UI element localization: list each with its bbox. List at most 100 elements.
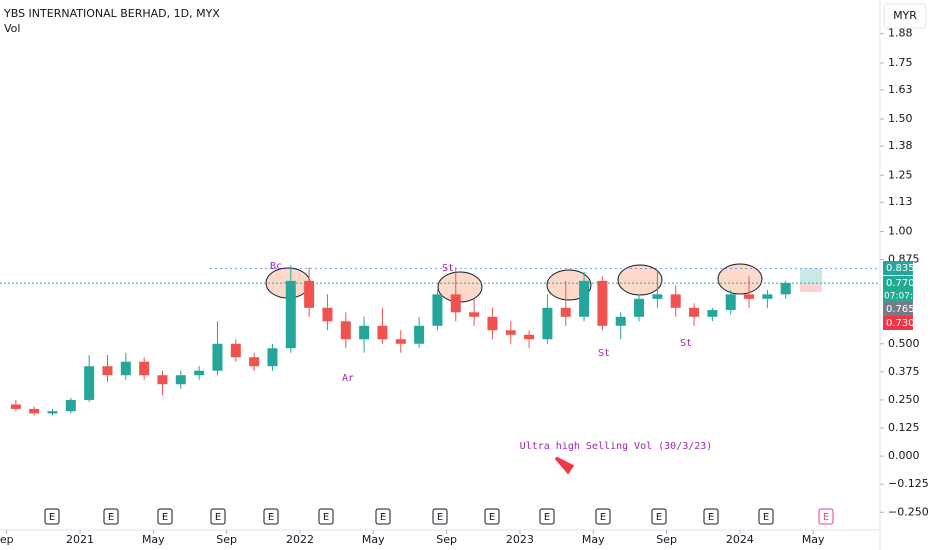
price-tag-label: 0.835 [886,263,915,274]
candle-body [267,348,278,367]
earnings-marker[interactable]: E [489,512,495,523]
earnings-box[interactable] [44,508,60,525]
candle-body [102,366,113,376]
countdown: 07:07:33 [884,292,924,302]
volume-label: Vol [4,22,20,35]
y-tick-label: −0.125 [888,477,929,490]
earnings-marker[interactable]: E [708,512,714,523]
currency-label[interactable]: MYR [893,9,917,22]
candle-body [175,375,186,385]
earnings-box[interactable] [539,508,555,525]
candle-body [560,307,571,317]
earnings-box[interactable] [318,508,334,525]
candle-body [432,294,443,326]
highlight-ellipse [717,263,763,295]
earnings-marker[interactable]: E [268,512,274,523]
candle-body [304,280,315,308]
price-tag-label: 0.770 [886,278,915,289]
earnings-marker[interactable]: E [215,512,221,523]
candle-body [157,375,168,385]
x-tick-label: ep [0,533,14,546]
earnings-box[interactable] [595,508,611,525]
x-tick-label: May [362,533,385,546]
earnings-marker[interactable]: E [108,512,114,523]
profit-zone [800,268,822,284]
x-tick-label: 2023 [506,533,534,546]
earnings-box[interactable] [703,508,719,525]
earnings-box[interactable] [103,508,119,525]
candle-body [359,325,370,340]
price-tag [883,302,913,316]
earnings-box[interactable] [484,508,500,525]
candle-body [10,404,21,409]
loss-zone [800,283,822,293]
candle-body [139,361,150,376]
x-tick-label: Sep [436,533,457,546]
annotation: St [598,348,610,359]
price-tag [883,261,913,275]
candle-body [322,307,333,322]
annotation: St [680,338,692,349]
candle-body [487,316,498,331]
earnings-box[interactable] [651,508,667,525]
candle-body [450,294,461,313]
earnings-marker[interactable]: E [380,512,386,523]
y-tick-label: 1.75 [888,56,913,69]
candle-body [212,343,223,371]
candle-body [47,411,58,414]
earnings-box[interactable] [818,508,834,525]
candle-body [340,321,351,340]
candle-body [579,280,590,317]
candle-body [120,361,131,376]
annotation: Ar [342,373,354,384]
earnings-box[interactable] [432,508,448,525]
earnings-marker[interactable]: E [162,512,168,523]
y-tick-label: 0.375 [888,365,920,378]
candle-body [505,330,516,335]
earnings-marker[interactable]: E [437,512,443,523]
earnings-marker[interactable]: E [763,512,769,523]
earnings-box[interactable] [263,508,279,525]
y-tick-label: 1.38 [888,139,913,152]
price-tag-label: 0.730 [886,318,915,329]
candle-body [780,283,791,295]
earnings-box[interactable] [758,508,774,525]
candle-body [652,294,663,299]
price-tag [883,276,913,304]
x-tick-label: May [802,533,825,546]
candle-body [249,357,260,367]
currency-button[interactable] [883,3,927,29]
y-tick-label: 0.125 [888,421,920,434]
arrow [554,456,575,475]
candle-body [395,339,406,344]
earnings-marker[interactable]: E [544,512,550,523]
candle-body [597,280,608,326]
candle-body [285,280,296,349]
y-tick-label: 1.13 [888,195,913,208]
candle-body [615,316,626,326]
x-tick-label: May [582,533,605,546]
earnings-marker[interactable]: E [656,512,662,523]
earnings-box[interactable] [375,508,391,525]
highlight-ellipse [617,264,663,296]
y-tick-label: −0.250 [888,505,929,518]
earnings-marker[interactable]: E [49,512,55,523]
candle-body [744,294,755,299]
chart-title: YBS INTERNATIONAL BERHAD, 1D, MYX [3,7,220,20]
candle-body [29,408,40,414]
candle-body [762,294,773,299]
earnings-marker[interactable]: E [823,512,829,523]
candle-body [414,325,425,344]
price-tag [883,316,913,330]
earnings-marker[interactable]: E [600,512,606,523]
y-tick-label: 0.000 [888,449,920,462]
annotation: Bc [270,261,282,272]
candle-body [230,343,241,358]
earnings-box[interactable] [157,508,173,525]
earnings-marker[interactable]: E [323,512,329,523]
earnings-box[interactable] [210,508,226,525]
x-tick-label: May [142,533,165,546]
candle-body [542,307,553,340]
